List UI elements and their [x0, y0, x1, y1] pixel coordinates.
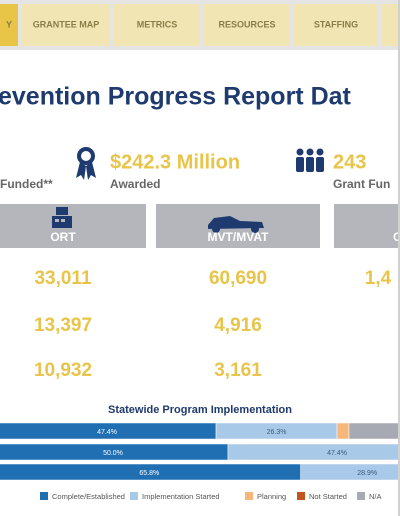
metric-value: 33,011 [34, 268, 91, 289]
nav-label[interactable]: GRANTEE MAP [33, 19, 100, 29]
legend-swatch [245, 492, 253, 500]
data-label: 50.0% [103, 450, 123, 457]
nav-label[interactable]: RESOURCES [218, 19, 275, 29]
column-header [0, 204, 146, 248]
legend-label: N/A [369, 492, 382, 501]
nav-tab[interactable] [382, 4, 400, 46]
nav-label[interactable]: STAFFING [314, 19, 358, 29]
metric-value: 1,4 [365, 268, 392, 289]
column-header [334, 204, 400, 248]
car-icon [208, 216, 264, 233]
legend-label: Complete/Established [52, 492, 125, 501]
data-label: 47.4% [97, 429, 117, 436]
stat-value: $242.3 Million [110, 151, 240, 173]
bar-segment [227, 443, 400, 461]
nav-tab[interactable] [22, 4, 110, 46]
stat-value: 243 [333, 151, 366, 173]
metric-value: 4,916 [214, 315, 262, 336]
metric-value: 3,161 [214, 360, 262, 381]
nav-tab[interactable] [204, 4, 290, 46]
data-label: 28.9% [357, 470, 377, 477]
register-icon [52, 207, 72, 228]
column-title: C [393, 230, 400, 244]
bar-segment [348, 422, 400, 440]
stat-label: Grant Fun [333, 177, 390, 191]
bar-segment [300, 463, 400, 481]
data-label: 65.8% [139, 470, 159, 477]
nav-tab[interactable] [114, 4, 200, 46]
people-icon [296, 148, 324, 172]
legend-swatch [40, 492, 48, 500]
stat-label: Funded** [0, 177, 53, 191]
column-title: ORT [50, 230, 76, 244]
column-title: MVT/MVAT [208, 230, 270, 244]
legend-swatch [130, 492, 138, 500]
nav-label[interactable]: METRICS [137, 19, 178, 29]
data-label: 47.4% [327, 450, 347, 457]
nav-tab[interactable] [0, 4, 18, 46]
nav-tab[interactable] [294, 4, 378, 46]
bar-segment [336, 422, 350, 440]
ribbon-icon [76, 147, 96, 180]
chart-title: Statewide Program Implementation [108, 404, 292, 416]
metric-value: 10,932 [34, 360, 92, 381]
nav-label[interactable]: Y [6, 19, 12, 29]
frame-edge [398, 0, 400, 516]
legend-swatch [357, 492, 365, 500]
page-title: evention Progress Report Dat [0, 83, 352, 111]
legend-label: Planning [257, 492, 286, 501]
metric-value: 13,397 [34, 315, 92, 336]
legend-swatch [297, 492, 305, 500]
legend-label: Implementation Started [142, 492, 220, 501]
metric-value: 60,690 [209, 268, 267, 289]
data-label: 26.3% [267, 429, 287, 436]
legend-label: Not Started [309, 492, 347, 501]
stat-label: Awarded [110, 177, 160, 191]
